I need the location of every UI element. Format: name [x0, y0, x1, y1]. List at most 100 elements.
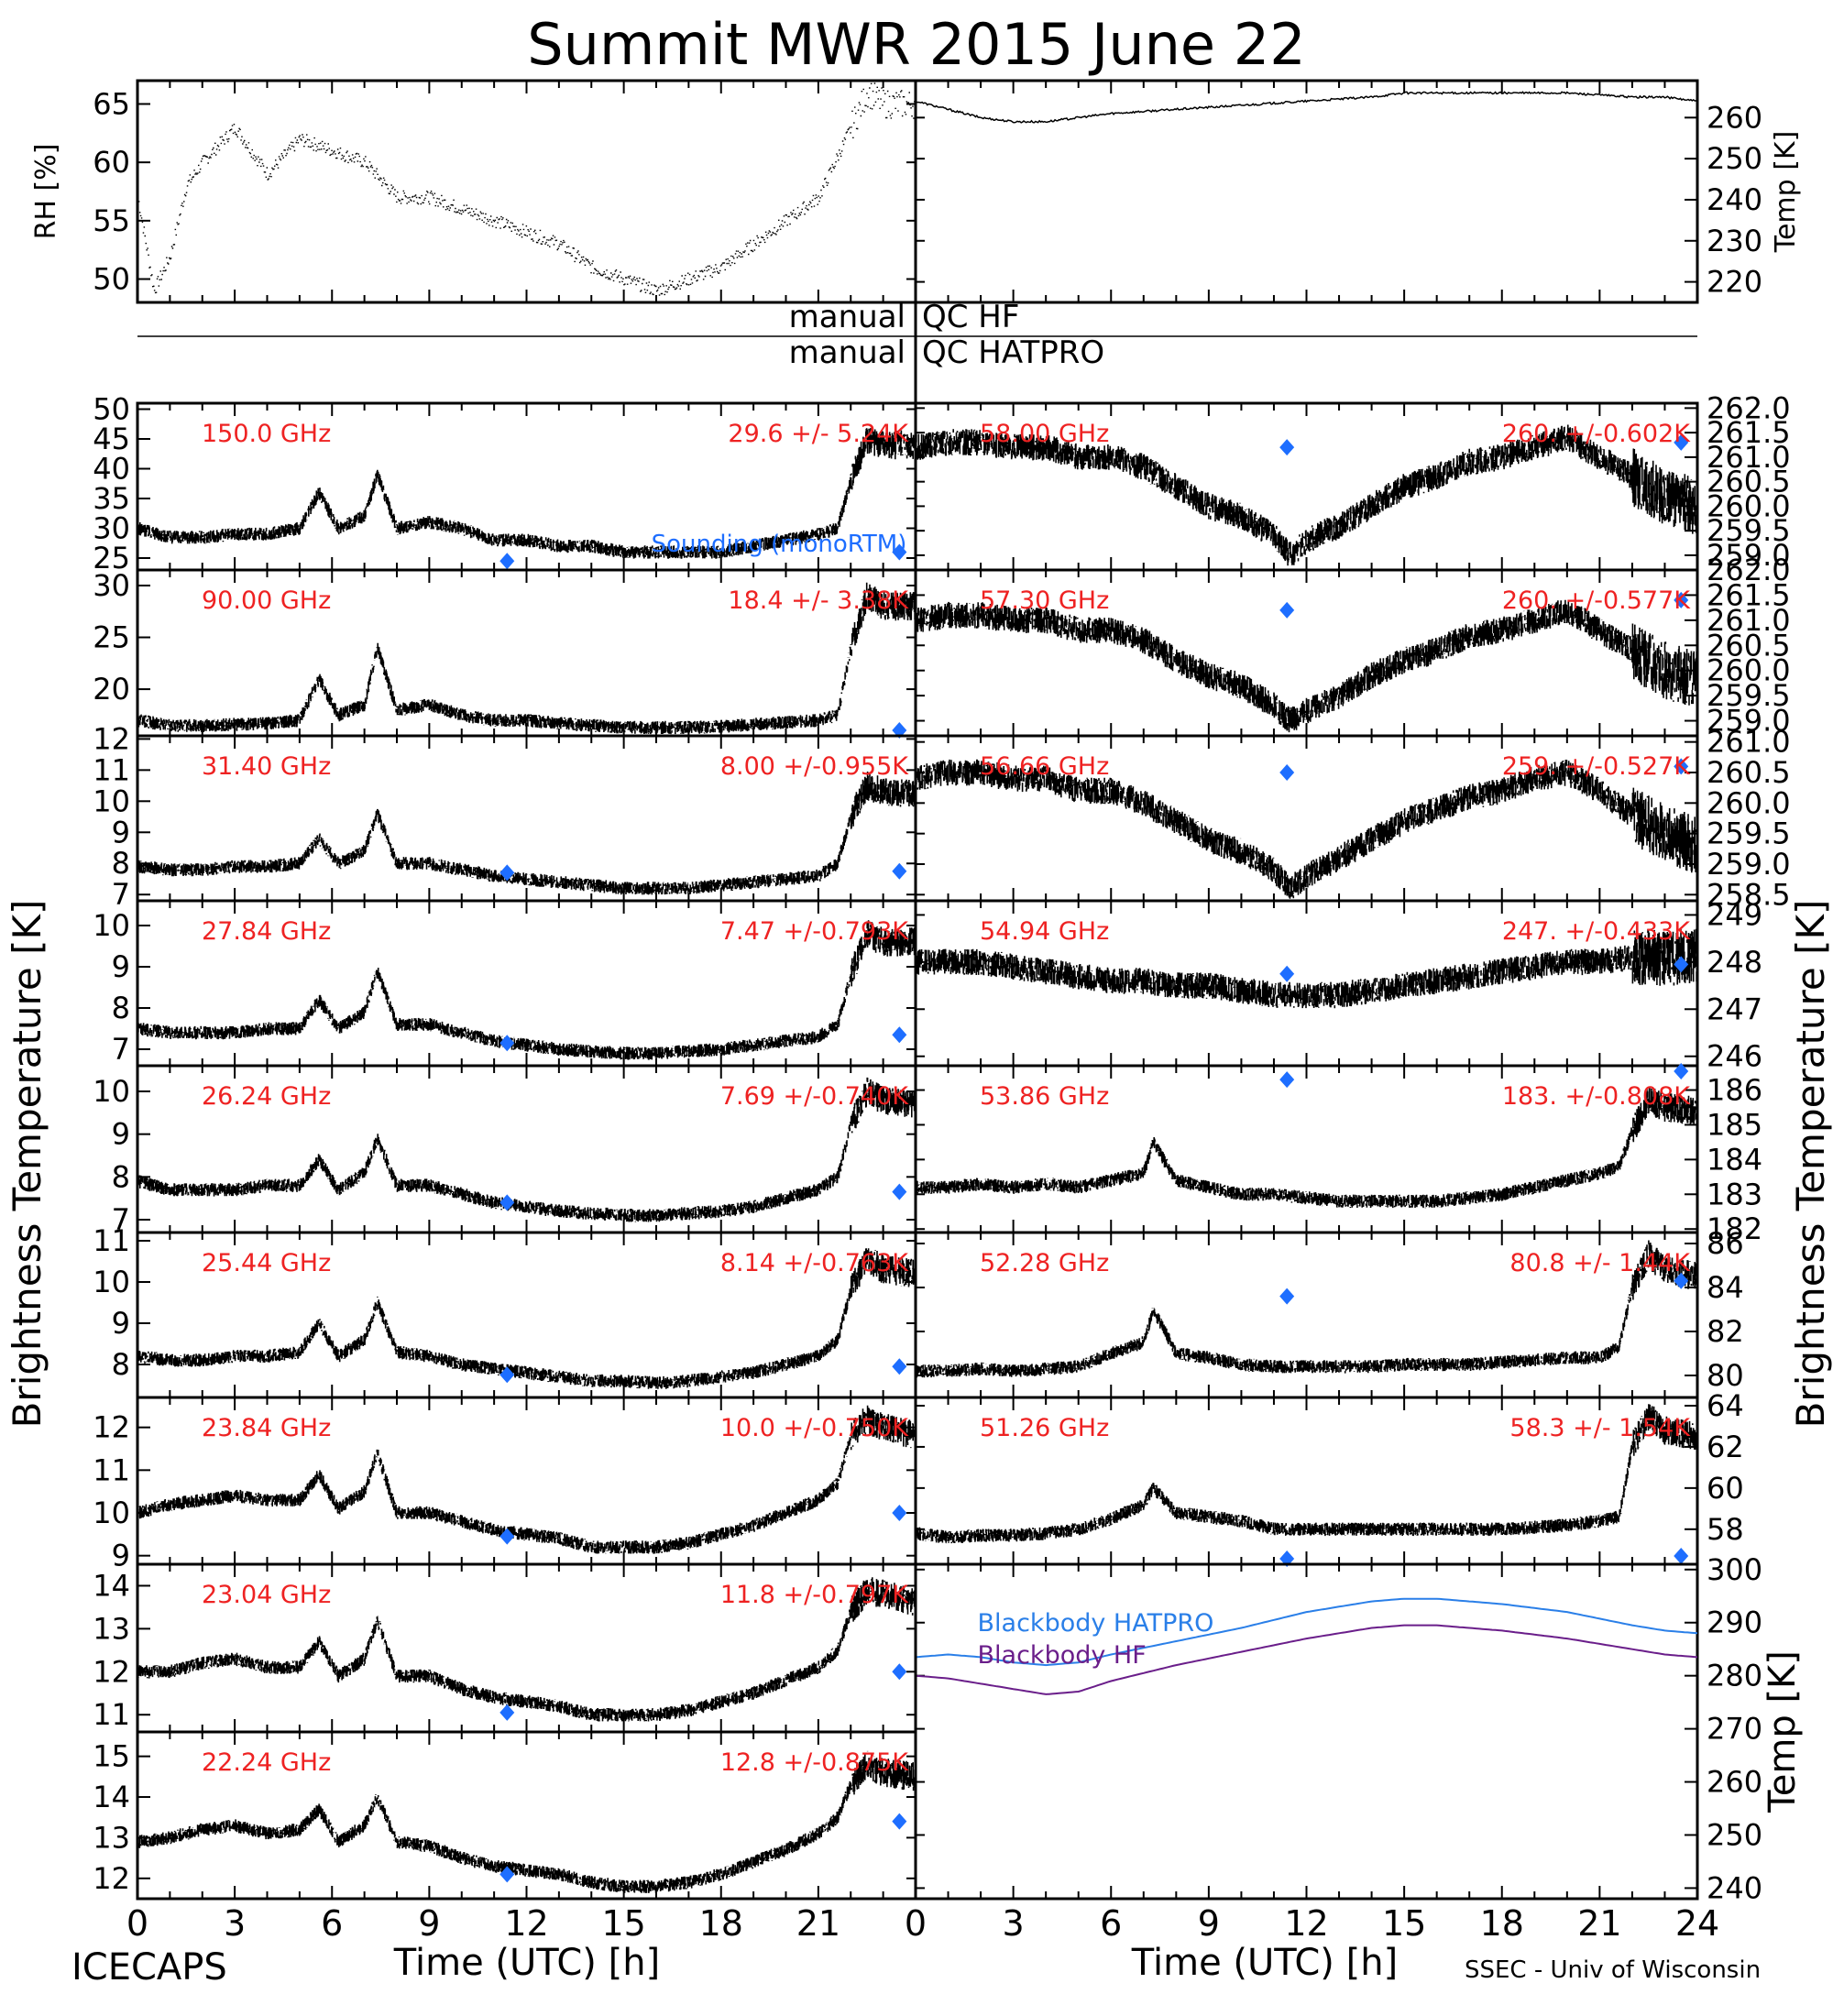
- data-trace: [916, 759, 1697, 899]
- channel-frequency-label: 26.24 GHz: [202, 1082, 331, 1111]
- left-axis-title: Brightness Temperature [K]: [5, 900, 49, 1429]
- channel-frequency-label: 58.00 GHz: [980, 420, 1109, 448]
- panel-ch51: 58 60 62 64 51.26 GHz 58.3 +/- 1.54K: [914, 1388, 1744, 1567]
- data-trace: [137, 1077, 916, 1222]
- sounding-marker: [1674, 591, 1689, 608]
- sounding-marker: [499, 1528, 515, 1545]
- sounding-marker: [1674, 1272, 1689, 1289]
- channel-stats-label: 183. +/-0.808K: [1502, 1082, 1691, 1111]
- y-tick-label: 247: [1707, 992, 1762, 1026]
- x-tick-label: 12: [1284, 1903, 1328, 1944]
- channel-stats-label: 11.8 +/-0.797K: [720, 1581, 909, 1609]
- y-tick-label: 25: [93, 541, 130, 575]
- y-tick-label: 261.5: [1707, 415, 1791, 450]
- sounding-marker: [892, 543, 907, 561]
- y-tick-label: 84: [1707, 1270, 1744, 1305]
- panel-ch23_04: 11 12 13 14 23.04 GHz 11.8 +/-0.797K: [93, 1562, 917, 1734]
- y-tick-label: 261.5: [1707, 577, 1791, 612]
- y-tick-label: 250: [1707, 1817, 1762, 1852]
- y-tick-label: 259.5: [1707, 816, 1791, 851]
- data-trace: [137, 1577, 916, 1722]
- channel-stats-label: 12.8 +/-0.875K: [720, 1748, 909, 1777]
- channel-frequency-label: 27.84 GHz: [202, 917, 331, 946]
- y-tick-label: 10: [93, 1265, 130, 1299]
- data-trace: [916, 928, 1697, 1009]
- panel-data: [137, 920, 916, 1060]
- y-tick-label: 290: [1707, 1605, 1762, 1640]
- x-tick-label: 18: [1480, 1903, 1524, 1944]
- y-tick-label: 12: [93, 721, 130, 756]
- y-tick-label: 249: [1707, 897, 1762, 932]
- y-tick-label: 12: [93, 1410, 130, 1445]
- y-tick-label: 280: [1707, 1659, 1762, 1693]
- panel-blackbody: 240 250 260 270 280 290 300 Temp [K] Blackbody H…: [914, 1552, 1804, 1905]
- data-trace: [916, 1240, 1697, 1378]
- panel-ch25: 8 9 10 11 25.44 GHz 8.14 +/-0.763K: [93, 1223, 917, 1399]
- qc-block: manual QC HF manual QC HATPRO: [137, 81, 1697, 1899]
- sounding-marker: [499, 1194, 515, 1211]
- channel-frequency-label: 52.28 GHz: [980, 1249, 1109, 1277]
- x-tick-label: 9: [418, 1903, 440, 1944]
- y-tick-label: 261.0: [1707, 603, 1791, 638]
- sounding-marker: [499, 1866, 515, 1883]
- sounding-marker: [1279, 1287, 1295, 1305]
- y-tick-label: 10: [93, 1074, 130, 1109]
- series-line-1: [916, 1624, 1697, 1695]
- y-tick-label: 25: [93, 620, 130, 655]
- sounding-marker: [1279, 764, 1295, 781]
- panel-data: [137, 582, 916, 735]
- y-tick-label: 12: [93, 1861, 130, 1896]
- x-tick-label: 24: [1675, 1903, 1719, 1944]
- channel-stats-label: 10.0 +/-0.750K: [720, 1414, 909, 1442]
- y-tick-label: 9: [112, 1539, 130, 1573]
- channel-frequency-label: 54.94 GHz: [980, 917, 1109, 946]
- y-tick-label: 7: [112, 877, 130, 912]
- y-tick-label: 13: [93, 1820, 130, 1855]
- y-tick-label: 246: [1707, 1039, 1762, 1074]
- series-label-0: Blackbody HATPRO: [978, 1609, 1214, 1638]
- x-axis-title-left: Time (UTC) [h]: [393, 1942, 660, 1984]
- y-tick-label: 82: [1707, 1314, 1744, 1349]
- channel-stats-label: 80.8 +/- 1.44K: [1509, 1249, 1691, 1277]
- sounding-marker: [1279, 965, 1295, 982]
- panel-ch23_84: 9 10 11 12 23.84 GHz 10.0 +/-0.750K: [93, 1396, 917, 1573]
- y-tick-label: 40: [93, 452, 130, 487]
- y-tick-label: 262.0: [1707, 390, 1791, 425]
- y-tick-label: 30: [93, 511, 130, 546]
- y-tick-label: 10: [93, 908, 130, 943]
- data-trace: [916, 1404, 1697, 1544]
- sounding-marker: [499, 864, 515, 882]
- sounding-marker: [1674, 1548, 1689, 1565]
- sounding-marker: [1279, 601, 1295, 619]
- y-tick-label: 261.0: [1707, 440, 1791, 475]
- y-tick-label: 50: [93, 392, 130, 427]
- y-tick-label: 35: [93, 481, 130, 516]
- panel-ch27: 7 8 9 10 27.84 GHz 7.47 +/-0.793K: [93, 899, 917, 1068]
- qc-hf-left: manual: [789, 299, 906, 335]
- y-tick-label: 250: [1707, 141, 1762, 176]
- y-tick-label: 260.5: [1707, 628, 1791, 663]
- panel-data: [916, 599, 1697, 733]
- y-tick-label: 45: [93, 422, 130, 456]
- y-tick-label: 9: [112, 1306, 130, 1341]
- y-tick-label: 260: [1707, 1765, 1762, 1800]
- panel-ylabel: Temp [K]: [1770, 131, 1802, 254]
- y-tick-label: 259.0: [1707, 538, 1791, 573]
- y-tick-label: 10: [93, 1496, 130, 1530]
- channel-frequency-label: 31.40 GHz: [202, 752, 331, 781]
- y-tick-label: 86: [1707, 1226, 1744, 1261]
- channel-stats-label: 8.14 +/-0.763K: [720, 1249, 909, 1277]
- y-tick-label: 262.0: [1707, 553, 1791, 587]
- y-tick-label: 7: [112, 1032, 130, 1067]
- series-line-0: [916, 1597, 1697, 1667]
- panel-frame: [914, 79, 1699, 304]
- channel-frequency-label: 25.44 GHz: [202, 1249, 331, 1277]
- panel-data: [137, 772, 916, 895]
- panel-ch26: 7 8 9 10 26.24 GHz 7.69 +/-0.740K: [93, 1064, 917, 1237]
